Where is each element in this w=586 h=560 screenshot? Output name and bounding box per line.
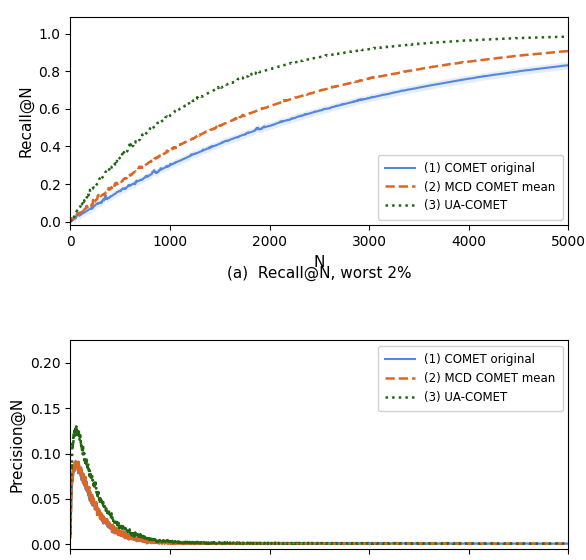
(2) MCD COMET mean: [411, 67, 418, 73]
Title: (a)  Recall@N, worst 2%: (a) Recall@N, worst 2%: [227, 267, 412, 282]
(1) COMET original: [241, 541, 248, 548]
(1) COMET original: [565, 540, 572, 547]
(1) COMET original: [67, 525, 74, 532]
(1) COMET original: [67, 218, 74, 225]
(3) UA-COMET: [563, 33, 570, 40]
(2) MCD COMET mean: [565, 540, 572, 547]
(3) UA-COMET: [257, 540, 264, 547]
(3) UA-COMET: [532, 34, 539, 41]
(1) COMET original: [529, 66, 536, 73]
(1) COMET original: [532, 66, 539, 72]
(2) MCD COMET mean: [391, 540, 398, 547]
X-axis label: N: N: [314, 255, 325, 270]
(1) COMET original: [439, 540, 446, 547]
Line: (2) MCD COMET mean: (2) MCD COMET mean: [70, 461, 568, 544]
(2) MCD COMET mean: [516, 52, 523, 59]
(2) MCD COMET mean: [67, 535, 74, 542]
(1) COMET original: [391, 540, 398, 547]
(3) UA-COMET: [164, 114, 171, 120]
Line: (3) UA-COMET: (3) UA-COMET: [70, 36, 568, 222]
(3) UA-COMET: [307, 55, 314, 62]
(3) UA-COMET: [67, 218, 74, 225]
(3) UA-COMET: [411, 41, 418, 48]
(2) MCD COMET mean: [164, 148, 171, 155]
(1) COMET original: [307, 110, 314, 116]
(3) UA-COMET: [565, 33, 572, 40]
(3) UA-COMET: [476, 540, 483, 547]
(3) UA-COMET: [529, 34, 536, 41]
(1) COMET original: [516, 68, 523, 74]
(2) MCD COMET mean: [565, 48, 572, 54]
(1) COMET original: [476, 540, 483, 547]
(1) COMET original: [158, 538, 165, 545]
(1) COMET original: [257, 540, 264, 547]
Line: (3) UA-COMET: (3) UA-COMET: [70, 425, 568, 544]
(3) UA-COMET: [391, 540, 398, 547]
Legend: (1) COMET original, (2) MCD COMET mean, (3) UA-COMET: (1) COMET original, (2) MCD COMET mean, …: [378, 155, 563, 220]
(2) MCD COMET mean: [307, 90, 314, 97]
(2) MCD COMET mean: [232, 541, 239, 548]
Y-axis label: Recall@N: Recall@N: [18, 85, 33, 157]
(1) COMET original: [72, 458, 79, 464]
(2) MCD COMET mean: [158, 538, 165, 544]
(2) MCD COMET mean: [532, 50, 539, 57]
(2) MCD COMET mean: [257, 540, 264, 547]
(3) UA-COMET: [264, 540, 271, 547]
(2) MCD COMET mean: [366, 540, 373, 547]
(2) MCD COMET mean: [439, 540, 446, 547]
Line: (1) COMET original: (1) COMET original: [70, 66, 568, 222]
(2) MCD COMET mean: [74, 458, 81, 464]
(1) COMET original: [411, 85, 418, 92]
Y-axis label: Precision@N: Precision@N: [9, 397, 24, 492]
(3) UA-COMET: [439, 540, 446, 547]
Line: (1) COMET original: (1) COMET original: [70, 461, 568, 544]
(1) COMET original: [164, 164, 171, 170]
(3) UA-COMET: [565, 540, 572, 547]
(2) MCD COMET mean: [67, 218, 74, 225]
(1) COMET original: [565, 62, 572, 69]
(3) UA-COMET: [516, 35, 523, 41]
(3) UA-COMET: [67, 531, 74, 538]
Line: (2) MCD COMET mean: (2) MCD COMET mean: [70, 51, 568, 222]
(3) UA-COMET: [158, 538, 165, 544]
(3) UA-COMET: [366, 540, 373, 547]
(2) MCD COMET mean: [529, 51, 536, 58]
Legend: (1) COMET original, (2) MCD COMET mean, (3) UA-COMET: (1) COMET original, (2) MCD COMET mean, …: [378, 346, 563, 411]
(2) MCD COMET mean: [476, 540, 483, 547]
(3) UA-COMET: [73, 422, 80, 428]
(1) COMET original: [366, 540, 373, 547]
